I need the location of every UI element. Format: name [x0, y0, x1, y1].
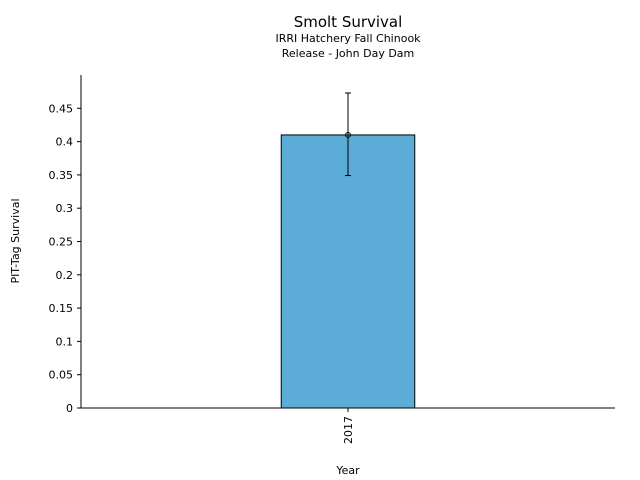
x-axis-label: Year — [335, 464, 360, 477]
chart-subtitle-line-2: Release - John Day Dam — [282, 47, 415, 60]
y-tick-label: 0 — [66, 402, 73, 415]
y-tick-label: 0.1 — [56, 335, 74, 348]
y-axis-label: PIT-Tag Survival — [9, 198, 22, 283]
y-tick-label: 0.35 — [49, 169, 74, 182]
y-tick-label: 0.3 — [56, 202, 74, 215]
bar-value-marker — [345, 131, 351, 138]
y-tick-label: 0.15 — [49, 302, 74, 315]
y-tick-label: 0.45 — [49, 102, 74, 115]
y-tick-label: 0.25 — [49, 236, 74, 249]
plot-area: 0 0.05 0.1 0.15 0.2 0.25 0.3 0.35 0.4 0.45 2017 — [49, 92, 416, 444]
y-tick-label: 0.2 — [56, 269, 74, 282]
y-tick-label: 0.4 — [56, 136, 74, 149]
x-tick-label: 2017 — [342, 416, 355, 444]
chart-subtitle-line-1: IRRI Hatchery Fall Chinook — [275, 32, 421, 45]
chart-title: Smolt Survival — [294, 13, 403, 31]
y-tick-label: 0.05 — [49, 369, 74, 382]
